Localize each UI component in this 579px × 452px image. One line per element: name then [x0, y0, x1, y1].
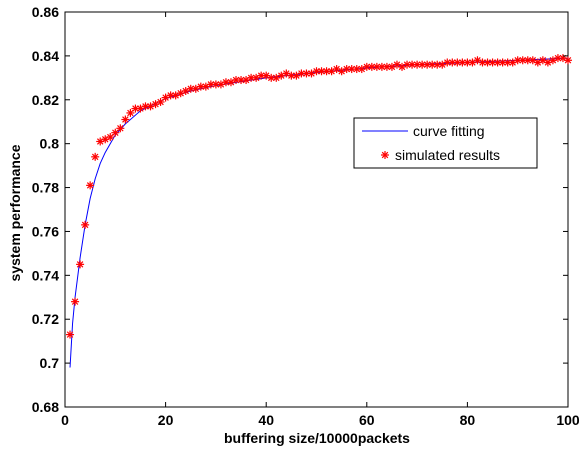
- y-tick-label: 0.74: [32, 267, 59, 283]
- y-tick-label: 0.78: [32, 180, 59, 196]
- data-point-simulated-results: [408, 60, 417, 69]
- y-tick-label: 0.8: [40, 136, 60, 152]
- x-axis-label: buffering size/10000packets: [224, 430, 410, 446]
- y-tick-label: 0.7: [40, 355, 60, 371]
- y-tick-label: 0.84: [32, 48, 59, 64]
- data-point-simulated-results: [257, 71, 266, 80]
- legend: curve fitting simulated results: [353, 117, 538, 169]
- data-point-simulated-results: [71, 297, 80, 306]
- y-tick-label: 0.82: [32, 92, 59, 108]
- data-point-simulated-results: [81, 220, 90, 229]
- y-tick-label: 0.68: [32, 399, 59, 415]
- x-tick-label: 20: [158, 412, 174, 428]
- data-point-simulated-results: [352, 65, 361, 74]
- data-point-simulated-results: [347, 65, 356, 74]
- x-tick-label: 80: [460, 412, 476, 428]
- data-point-simulated-results: [287, 71, 296, 80]
- data-point-simulated-results: [483, 58, 492, 67]
- data-point-simulated-results: [428, 60, 437, 69]
- legend-label-simulated-results: simulated results: [395, 147, 500, 163]
- y-tick-label: 0.76: [32, 223, 59, 239]
- data-point-simulated-results: [418, 60, 427, 69]
- data-point-simulated-results: [211, 80, 220, 89]
- legend-marker-simulated-results: [381, 151, 389, 159]
- legend-asterisk: [381, 151, 389, 159]
- data-point-simulated-results: [463, 58, 472, 67]
- data-point-simulated-results: [553, 54, 562, 63]
- data-layer: [66, 54, 572, 368]
- x-tick-label: 0: [61, 412, 69, 428]
- ticks-layer: 0 20 40 60 80 100 0.68 0.7 0.72 0.74 0.76 0.78 0.8 0.…: [32, 4, 579, 428]
- data-point-simulated-results: [121, 115, 130, 124]
- x-tick-label: 60: [359, 412, 375, 428]
- legend-label-curve-fitting: curve fitting: [413, 123, 485, 139]
- data-point-simulated-results: [106, 133, 115, 142]
- data-point-simulated-results: [564, 56, 572, 65]
- data-point-simulated-results: [66, 330, 75, 339]
- x-tick-label: 100: [556, 412, 579, 428]
- data-point-simulated-results: [297, 69, 306, 78]
- data-point-simulated-results: [76, 260, 85, 269]
- y-tick-label: 0.86: [32, 4, 59, 20]
- plot-frame: [64, 11, 569, 408]
- labels-layer: buffering size/10000packets system perfo…: [7, 144, 410, 446]
- data-point-simulated-results: [91, 152, 100, 161]
- plot-area: [64, 11, 569, 408]
- data-point-simulated-results: [186, 84, 195, 93]
- data-point-simulated-results: [116, 124, 125, 133]
- y-tick-label: 0.72: [32, 311, 59, 327]
- x-tick-label: 40: [258, 412, 274, 428]
- data-point-simulated-results: [86, 181, 95, 190]
- y-axis-label: system performance: [7, 144, 23, 281]
- legend-box: [353, 117, 538, 169]
- data-point-simulated-results: [458, 58, 467, 67]
